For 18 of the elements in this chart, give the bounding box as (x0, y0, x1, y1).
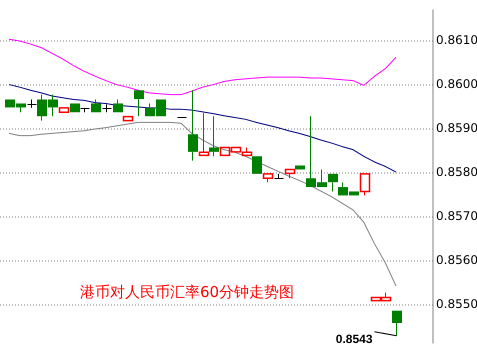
candlestick (27, 99, 37, 108)
candlestick (134, 90, 144, 117)
y-tick-label: 0.8600 (436, 77, 477, 92)
candlestick (209, 116, 219, 157)
y-tick-label: 0.8570 (436, 209, 477, 224)
text: 港币对人民币汇率60分钟走势图 (80, 283, 294, 301)
y-tick-label: 0.8560 (436, 253, 477, 268)
candlestick (91, 99, 101, 112)
candlestick (188, 90, 198, 162)
candlestick (198, 112, 210, 156)
candlestick (392, 310, 402, 336)
annotation: 0.8543 (336, 332, 373, 346)
y-tick-label: 0.8590 (436, 121, 477, 136)
y-tick-label: 0.8580 (436, 165, 477, 180)
y-tick-label: 0.8550 (436, 297, 477, 312)
candlestick (284, 168, 296, 179)
y-tick-label: 0.8610 (436, 33, 477, 48)
candlestick (113, 99, 123, 112)
